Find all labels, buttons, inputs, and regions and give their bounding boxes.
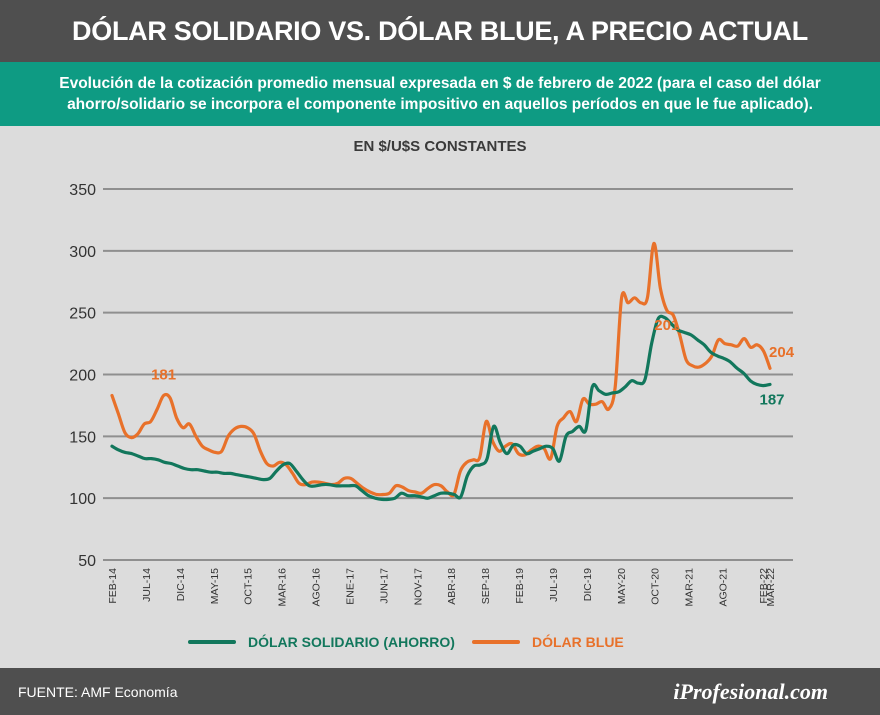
footer: FUENTE: AMF Economía iProfesional.com [0, 668, 880, 715]
x-tick-label: JUL-19 [548, 568, 560, 602]
series-line-blue [110, 241, 772, 498]
chart-area: EN $/U$S CONSTANTES 50 100 150 200 250 300 350 F… [0, 126, 880, 668]
chart-title-bar: DÓLAR SOLIDARIO VS. DÓLAR BLUE, A PRECIO… [0, 0, 880, 62]
x-tick-label: JUN-17 [378, 568, 390, 604]
legend-item-blue: DÓLAR BLUE [472, 634, 624, 650]
x-tick-label: JUL-14 [141, 568, 153, 602]
y-tick-label: 250 [69, 306, 96, 323]
x-tick-label: DIC-14 [175, 568, 187, 601]
main-title: DÓLAR SOLIDARIO VS. DÓLAR BLUE, A PRECIO… [72, 15, 808, 46]
y-tick-label: 200 [69, 368, 96, 385]
x-tick-label: DIC-19 [582, 568, 594, 601]
x-tick-label: NOV-17 [412, 568, 424, 606]
x-tick-label: OCT-20 [650, 568, 662, 605]
subtitle-bar: Evolución de la cotización promedio mens… [0, 62, 880, 126]
subtitle: Evolución de la cotización promedio mens… [59, 75, 821, 113]
x-tick-label: AGO-16 [311, 568, 323, 607]
x-tick-label: MAY-20 [616, 568, 628, 604]
data-label-blue: 201 [654, 317, 679, 334]
legend-label-blue: DÓLAR BLUE [532, 634, 624, 650]
x-tick-label: SEP-18 [480, 568, 492, 604]
brand-logo: iProfesional.com [673, 678, 828, 704]
x-tick-label: OCT-15 [243, 568, 255, 605]
source-note: FUENTE: AMF Economía [18, 683, 178, 700]
y-tick-label: 350 [69, 182, 96, 199]
y-tick-label: 100 [69, 491, 96, 508]
data-label-blue: 204 [769, 344, 795, 361]
legend-swatch-blue [472, 640, 520, 644]
x-tick-label: ENE-17 [344, 568, 356, 605]
x-tick-label: FEB-22 [758, 568, 770, 604]
legend-swatch-solidario [188, 640, 236, 644]
x-tick-label: MAR-21 [684, 568, 696, 607]
x-tick-label: FEB-14 [107, 568, 119, 604]
chart-subtitle: EN $/U$S CONSTANTES [353, 138, 526, 155]
series-line-solidario [110, 314, 772, 502]
x-tick-label: MAR-22 [765, 568, 777, 607]
x-tick-label: MAY-15 [209, 568, 221, 604]
x-tick-label: ABR-18 [446, 568, 458, 605]
x-tick-label: AGO-21 [718, 568, 730, 607]
legend-label-solidario: DÓLAR SOLIDARIO (AHORRO) [248, 634, 455, 650]
line-chart: EN $/U$S CONSTANTES 50 100 150 200 250 300 350 F… [69, 138, 795, 607]
y-tick-label: 300 [69, 244, 96, 261]
x-tick-label: FEB-19 [514, 568, 526, 604]
y-tick-label: 50 [78, 553, 96, 570]
data-label-blue: 181 [151, 367, 176, 384]
legend-item-solidario: DÓLAR SOLIDARIO (AHORRO) [188, 634, 455, 650]
x-tick-label: MAR-16 [277, 568, 289, 607]
data-label-solidario: 187 [759, 391, 784, 408]
legend: DÓLAR SOLIDARIO (AHORRO) DÓLAR BLUE [0, 634, 880, 656]
y-tick-label: 150 [69, 429, 96, 446]
